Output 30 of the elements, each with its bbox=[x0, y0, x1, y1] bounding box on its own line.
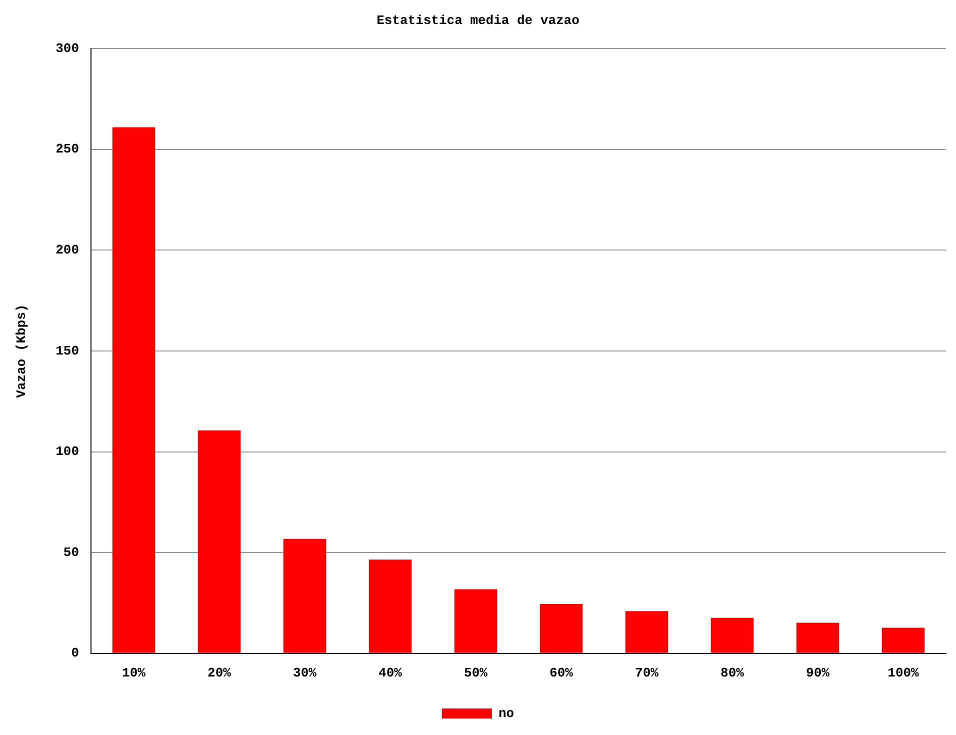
y-axis-title: Vazao (Kbps) bbox=[14, 304, 30, 398]
chart-title: Estatistica media de vazao bbox=[376, 13, 580, 28]
x-tick-label: 90% bbox=[806, 665, 830, 680]
bar bbox=[198, 430, 241, 653]
legend-label: no bbox=[498, 706, 514, 721]
x-tick-label: 20% bbox=[208, 665, 232, 680]
x-tick-label: 60% bbox=[550, 665, 574, 680]
x-tick-label: 50% bbox=[464, 665, 488, 680]
y-tick-label: 250 bbox=[56, 142, 80, 157]
bar bbox=[540, 604, 583, 653]
x-tick-label: 70% bbox=[635, 665, 659, 680]
bar bbox=[112, 127, 156, 653]
x-tick-label: 10% bbox=[122, 665, 146, 680]
y-tick-label: 300 bbox=[56, 40, 80, 56]
y-tick-label: 150 bbox=[56, 343, 80, 358]
y-tick-label: 0 bbox=[71, 646, 80, 661]
x-tick-label: 80% bbox=[720, 665, 744, 680]
x-tick-label: 40% bbox=[378, 665, 402, 680]
bar bbox=[882, 628, 925, 653]
bar bbox=[368, 560, 412, 653]
bar bbox=[625, 611, 668, 653]
x-tick-label: 100% bbox=[888, 665, 920, 680]
x-tick-label: 30% bbox=[293, 665, 317, 680]
bar bbox=[454, 589, 498, 653]
y-tick-label: 100 bbox=[56, 444, 80, 460]
y-tick-label: 50 bbox=[63, 544, 80, 560]
bar bbox=[283, 538, 326, 653]
y-tick-label: 200 bbox=[56, 242, 80, 258]
bar bbox=[710, 618, 754, 653]
bar bbox=[796, 622, 840, 653]
